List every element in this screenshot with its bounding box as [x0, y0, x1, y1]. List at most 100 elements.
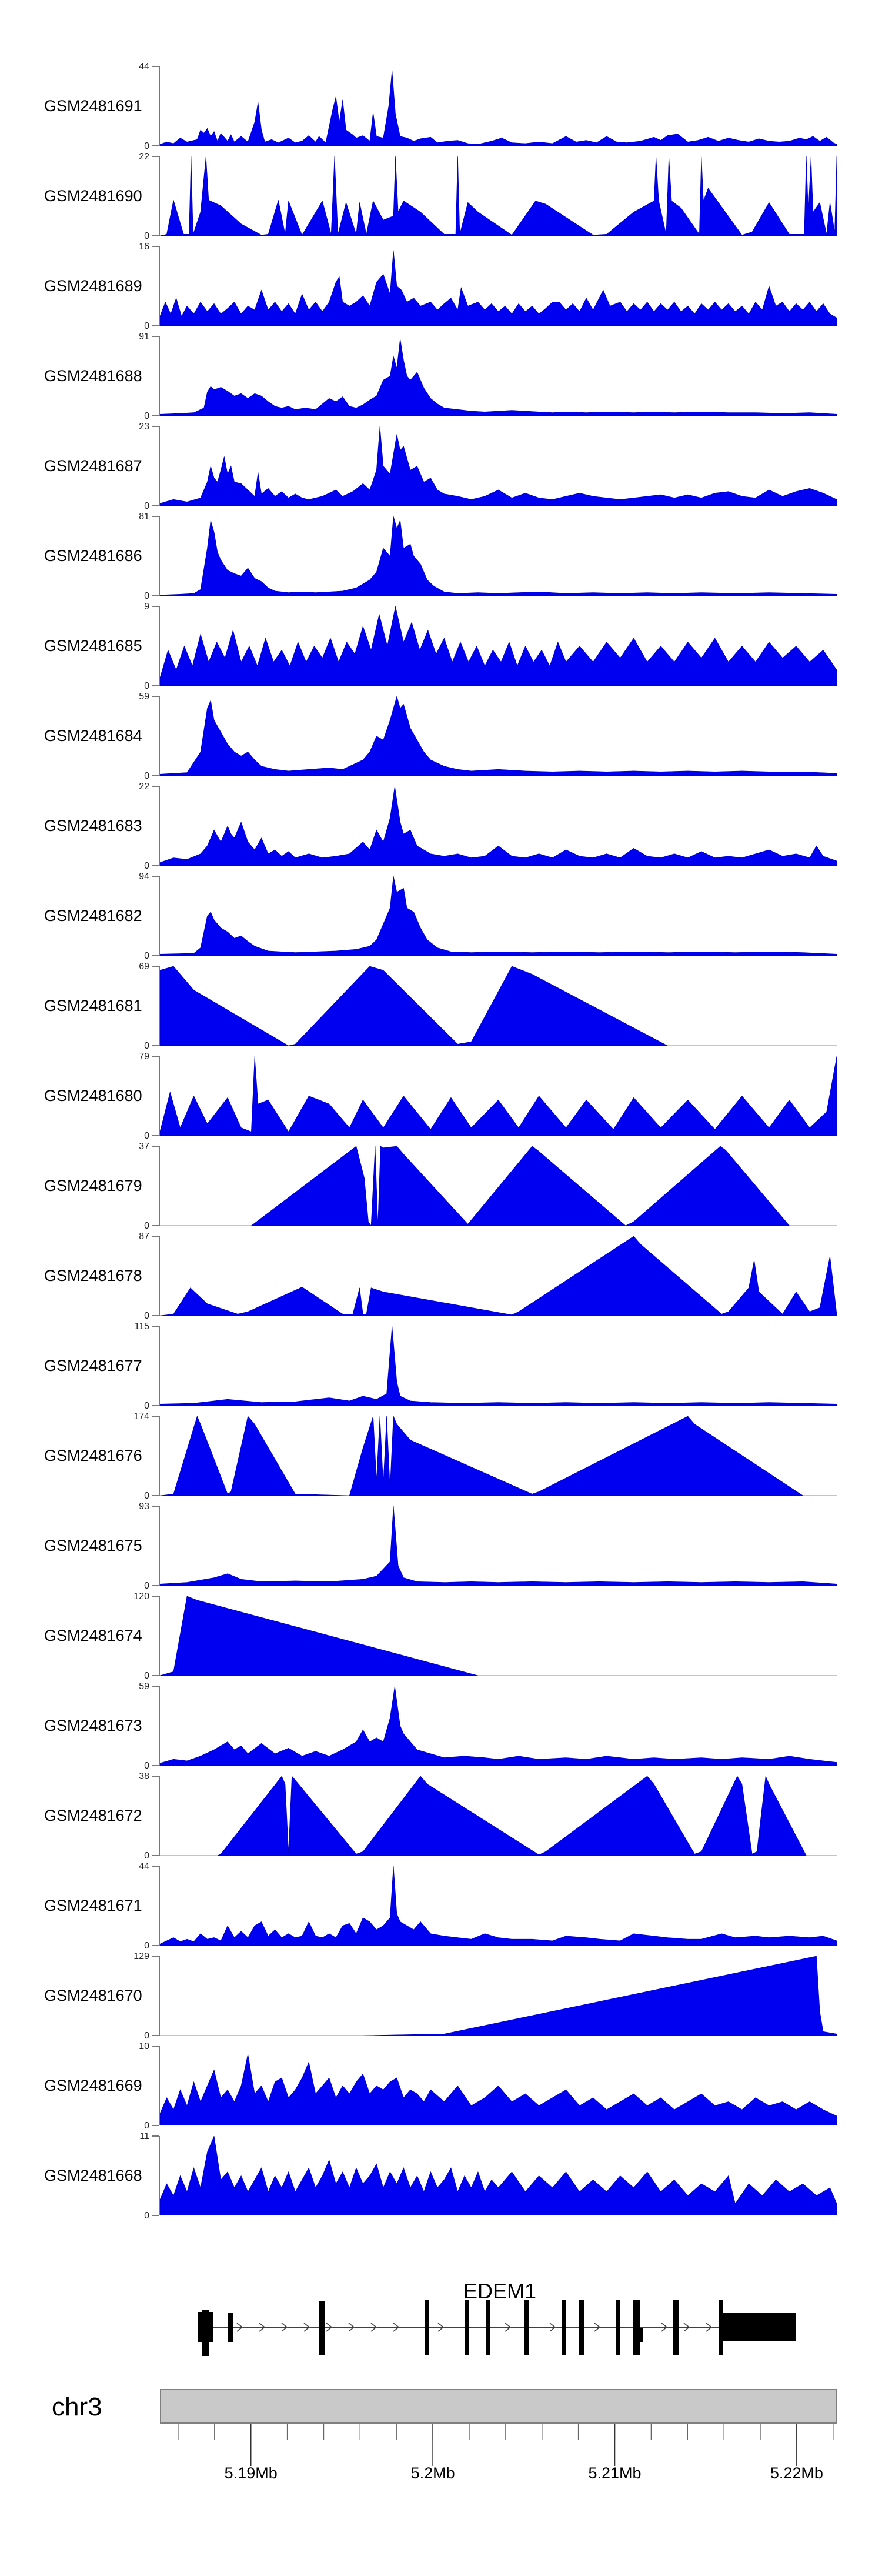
track-row: GSM2481680 79 0	[0, 1046, 882, 1141]
track-ymax-value: 93	[139, 1501, 149, 1511]
coverage-profile	[160, 1686, 837, 1766]
axis-tick-label: 5.22Mb	[770, 2464, 823, 2482]
coverage-profile	[160, 1776, 837, 1856]
track-ymin-value: 0	[144, 1671, 149, 1681]
track-ymax-value: 9	[144, 602, 149, 612]
coverage-profile	[160, 1236, 837, 1316]
coverage-profile	[160, 966, 837, 1046]
track-row: GSM2481673 59 0	[0, 1676, 882, 1771]
strand-arrow-icon	[505, 2323, 512, 2332]
track-sample-label: GSM2481670	[44, 1986, 142, 2004]
track-row: GSM2481672 38 0	[0, 1766, 882, 1861]
track-sample-label: GSM2481674	[44, 1626, 142, 1644]
track-ymin-value: 0	[144, 681, 149, 691]
track-y-axis: 16 0	[139, 242, 160, 331]
track-row: GSM2481671 44 0	[0, 1856, 882, 1951]
track-ymax-value: 44	[139, 1861, 149, 1871]
track-ymin-value: 0	[144, 141, 149, 151]
track-ymin-value: 0	[144, 771, 149, 781]
coverage-profile	[160, 336, 837, 416]
track-ymax-value: 44	[139, 62, 149, 72]
track-ymin-value: 0	[144, 501, 149, 511]
track-sample-label: GSM2481672	[44, 1806, 142, 1824]
track-y-axis: 90	[144, 602, 160, 691]
strand-arrow-icon	[348, 2323, 355, 2332]
track-ymax-value: 16	[139, 242, 149, 252]
track-sample-label: GSM2481687	[44, 456, 142, 475]
track-ymax-value: 129	[133, 1951, 149, 1961]
exon-box	[637, 2328, 643, 2342]
track-ymax-value: 69	[139, 962, 149, 972]
track-ymin-value: 0	[144, 1401, 149, 1411]
track-ymax-value: 81	[139, 512, 149, 522]
track-ymin-value: 0	[144, 1221, 149, 1231]
track-ymax-value: 22	[139, 152, 149, 162]
track-ymax-value: 38	[139, 1771, 149, 1781]
gene-model-track: EDEM1	[198, 2279, 796, 2356]
track-row: GSM2481688 91 0	[0, 326, 882, 421]
axis-tick-label: 5.19Mb	[225, 2464, 278, 2482]
track-sample-label: GSM2481684	[44, 726, 142, 745]
track-ymin-value: 0	[144, 1941, 149, 1951]
track-ymax-value: 22	[139, 782, 149, 792]
track-row: GSM2481682 94 0	[0, 866, 882, 961]
track-ymin-value: 0	[144, 231, 149, 241]
coverage-profile	[160, 1956, 837, 2036]
track-row: GSM2481685 9 0	[0, 596, 882, 691]
coverage-profile	[160, 66, 837, 146]
track-sample-label: GSM2481690	[44, 186, 142, 205]
track-ymin-value: 0	[144, 1041, 149, 1051]
track-ymax-value: 37	[139, 1142, 149, 1152]
track-row: GSM2481681 69 0	[0, 956, 882, 1051]
track-row: GSM2481691 44 0	[0, 56, 882, 151]
exon-box	[719, 2300, 723, 2355]
track-ymax-value: 115	[134, 1322, 149, 1332]
track-sample-label: GSM2481685	[44, 636, 142, 655]
strand-arrow-icon	[281, 2323, 288, 2332]
track-sample-label: GSM2481675	[44, 1536, 142, 1554]
track-y-axis: 129 0	[133, 1951, 160, 2041]
track-ymax-value: 23	[139, 422, 149, 432]
exon-box	[524, 2300, 529, 2355]
track-y-axis: 93 0	[139, 1501, 160, 1591]
track-sample-label: GSM2481677	[44, 1356, 142, 1374]
coverage-profile	[160, 2136, 837, 2215]
coverage-profile	[160, 516, 837, 596]
track-y-axis: 69 0	[139, 962, 160, 1051]
track-y-axis: 115 0	[134, 1322, 160, 1411]
exon-box	[579, 2300, 584, 2355]
strand-arrow-icon	[683, 2323, 690, 2332]
exon-box	[425, 2300, 429, 2355]
track-sample-label: GSM2481676	[44, 1446, 142, 1464]
coverage-profile	[160, 1416, 837, 1496]
track-ymin-value: 0	[144, 951, 149, 961]
track-row: GSM2481676 174 0	[0, 1406, 882, 1501]
track-ymin-value: 0	[144, 2121, 149, 2131]
track-y-axis: 91 0	[139, 332, 160, 421]
strand-arrow-icon	[393, 2323, 400, 2332]
track-y-axis: 44 0	[139, 1861, 160, 1951]
coverage-profile	[160, 1056, 837, 1136]
exon-box	[228, 2313, 233, 2342]
track-y-axis: 22 0	[139, 152, 160, 241]
track-sample-label: GSM2481668	[44, 2166, 142, 2184]
coverage-profile	[160, 696, 837, 776]
chromosome-label: chr3	[52, 2393, 102, 2421]
strand-arrow-icon	[303, 2323, 310, 2332]
coverage-profile	[160, 1596, 837, 1676]
track-row: GSM2481674 120 0	[0, 1586, 882, 1681]
track-ymin-value: 0	[144, 1581, 149, 1591]
track-sample-label: GSM2481678	[44, 1266, 142, 1284]
exon-box	[486, 2300, 490, 2355]
axis-tick-label: 5.2Mb	[411, 2464, 455, 2482]
strand-arrow-icon	[236, 2323, 243, 2332]
strand-arrow-icon	[370, 2323, 377, 2332]
exon-box	[673, 2300, 679, 2355]
exon-box	[202, 2310, 209, 2356]
track-y-axis: 59 0	[139, 1681, 160, 1771]
track-row: GSM2481690 22 0	[0, 146, 882, 241]
track-y-axis: 120 0	[133, 1591, 160, 1681]
track-y-axis: 79 0	[139, 1052, 160, 1141]
track-row: GSM2481683 22 0	[0, 776, 882, 871]
exon-box	[319, 2301, 325, 2355]
